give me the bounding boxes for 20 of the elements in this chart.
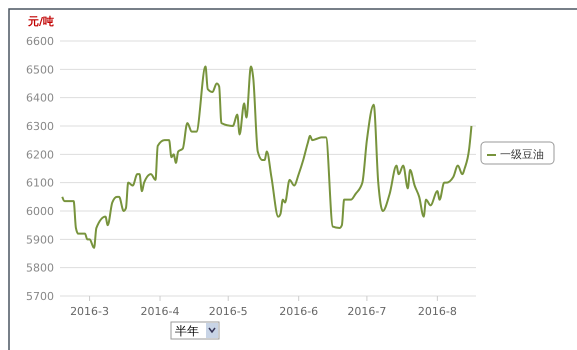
y-tick-label: 6400 bbox=[26, 92, 54, 105]
y-tick-label: 5900 bbox=[26, 233, 54, 246]
y-tick-label: 6600 bbox=[26, 35, 54, 48]
x-tick-label: 2016-3 bbox=[70, 305, 110, 318]
x-tick-label: 2016-7 bbox=[347, 305, 386, 318]
dropdown-field: 半年 bbox=[170, 322, 220, 340]
legend-label: 一级豆油 bbox=[500, 148, 544, 161]
y-axis-title: 元/吨 bbox=[27, 15, 54, 28]
y-tick-label: 6200 bbox=[26, 148, 54, 162]
x-tick-label: 2016-4 bbox=[140, 305, 180, 318]
y-tick-label: 5700 bbox=[26, 290, 54, 303]
y-tick-label: 5800 bbox=[26, 262, 54, 275]
x-tick-label: 2016-6 bbox=[279, 305, 318, 318]
y-tick-label: 6100 bbox=[26, 176, 54, 190]
line-series bbox=[61, 66, 472, 249]
y-tick-label: 6300 bbox=[26, 120, 54, 133]
x-tick-label: 2016-8 bbox=[418, 305, 457, 318]
y-tick-label: 6000 bbox=[26, 205, 54, 218]
y-tick-label: 6500 bbox=[26, 63, 54, 76]
x-tick-label: 2016-5 bbox=[208, 305, 248, 318]
